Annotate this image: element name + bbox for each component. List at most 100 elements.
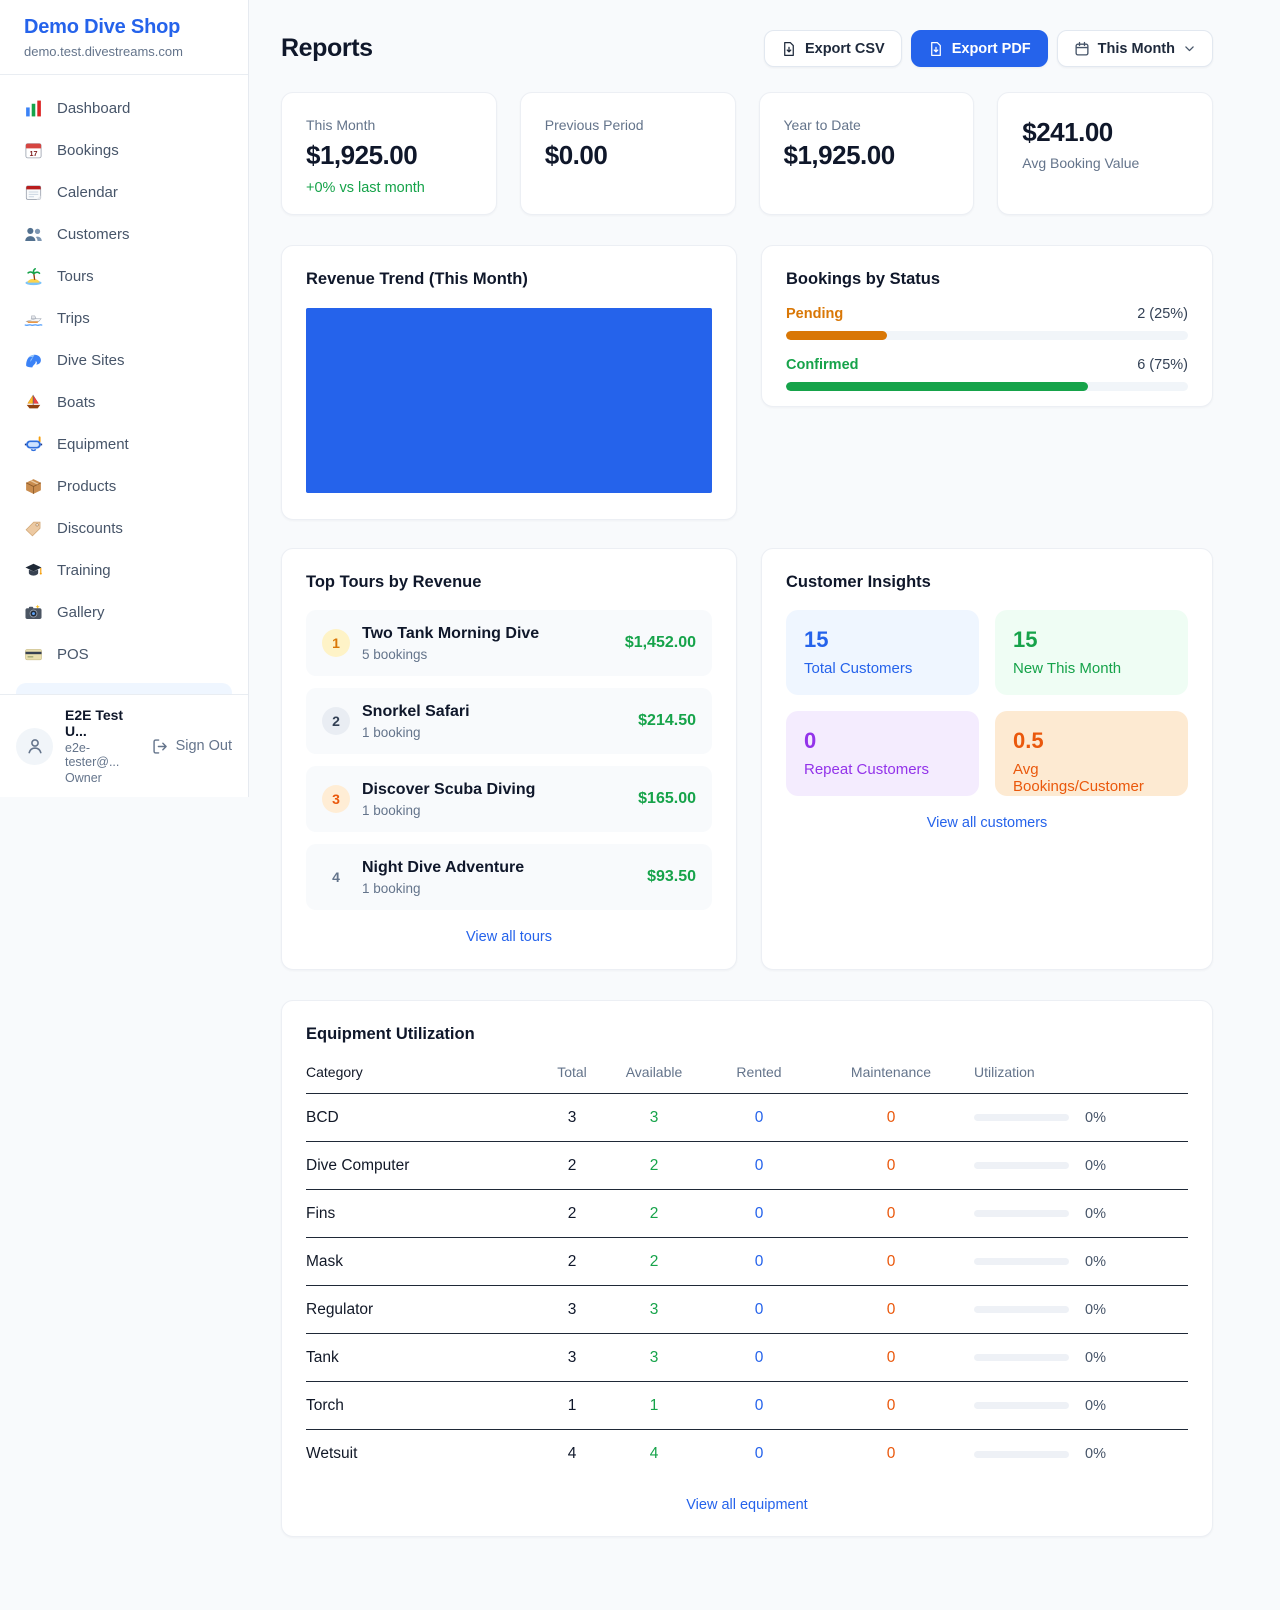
tour-bookings: 1 booking xyxy=(362,880,421,896)
equipment-available: 3 xyxy=(649,1300,659,1318)
status-value: 6 (75%) xyxy=(1137,357,1188,373)
status-bar-track xyxy=(786,331,1188,340)
stat-label: Avg Booking Value xyxy=(1022,155,1140,171)
equipment-maintenance: 0 xyxy=(886,1300,896,1318)
equipment-available: 2 xyxy=(649,1204,659,1222)
equipment-maintenance: 0 xyxy=(886,1156,896,1174)
equipment-rented: 0 xyxy=(754,1348,764,1366)
equipment-available: 2 xyxy=(649,1252,659,1270)
bookings-by-status-panel: Bookings by Status Pending 2 (25%) Confi… xyxy=(761,245,1213,407)
status-bar-fill xyxy=(786,331,887,340)
sidebar-item-label: Training xyxy=(57,561,111,579)
view-all-tours-link[interactable]: View all tours xyxy=(306,929,712,945)
sidebar-item-reports-active-partial[interactable] xyxy=(16,683,232,694)
header-actions: Export CSV Export PDF This Month xyxy=(763,30,1213,67)
equipment-available: 3 xyxy=(649,1108,659,1126)
utilization-text: 0% xyxy=(1085,1349,1106,1366)
utilization-text: 0% xyxy=(1085,1205,1106,1222)
sidebar-item-tours[interactable]: Tours xyxy=(8,256,240,296)
file-download-icon xyxy=(784,41,794,56)
table-row: Mask 2 2 0 0 0% xyxy=(306,1238,1188,1286)
equipment-total: 3 xyxy=(567,1348,577,1366)
rank-badge: 4 xyxy=(332,869,340,885)
view-all-equipment-link[interactable]: View all equipment xyxy=(306,1497,1188,1513)
utilization-text: 0% xyxy=(1085,1157,1106,1174)
column-header: Category xyxy=(306,1064,363,1080)
calendar-outline-icon xyxy=(1075,41,1089,56)
stat-label: This Month xyxy=(306,117,376,133)
sidebar-item-label: Boats xyxy=(57,393,96,411)
table-row: Fins 2 2 0 0 0% xyxy=(306,1190,1188,1238)
view-all-customers-link[interactable]: View all customers xyxy=(786,815,1188,831)
revenue-trend-chart xyxy=(306,308,712,493)
equipment-available: 4 xyxy=(649,1445,659,1462)
user-name: E2E Test U... xyxy=(65,707,124,739)
sidebar-item-bookings[interactable]: 17 Bookings xyxy=(8,130,240,170)
table-row: Tank 3 3 0 0 0% xyxy=(306,1334,1188,1382)
sign-out-label: Sign Out xyxy=(175,738,232,754)
sidebar-item-dashboard[interactable]: Dashboard xyxy=(8,88,240,128)
stat-card-previous-period: Previous Period $0.00 xyxy=(519,92,736,215)
calendar-icon xyxy=(24,183,43,202)
equipment-total: 2 xyxy=(567,1204,577,1222)
charts-row: Revenue Trend (This Month) Bookings by S… xyxy=(281,245,1213,520)
table-row: BCD 3 3 0 0 0% xyxy=(306,1094,1188,1142)
table-row: Dive Computer 2 2 0 0 0% xyxy=(306,1142,1188,1190)
sidebar-item-label: Dive Sites xyxy=(57,351,125,369)
period-selector[interactable]: This Month xyxy=(1056,30,1213,67)
tile-value: 0.5 xyxy=(1013,728,1044,753)
equipment-rented: 0 xyxy=(754,1300,764,1318)
sidebar-item-discounts[interactable]: Discounts xyxy=(8,508,240,548)
export-pdf-button[interactable]: Export PDF xyxy=(910,30,1048,67)
sidebar-item-dive-sites[interactable]: Dive Sites xyxy=(8,340,240,380)
credit-card-icon xyxy=(24,645,43,664)
speedboat-icon xyxy=(24,309,43,328)
stat-value: $1,925.00 xyxy=(306,140,418,170)
wave-icon xyxy=(24,351,43,370)
equipment-rented: 0 xyxy=(754,1396,764,1414)
insight-tile-new-this-month: 15 New This Month xyxy=(995,610,1188,695)
sign-out-button[interactable]: Sign Out xyxy=(152,738,232,755)
tour-row: 1 Two Tank Morning Dive 5 bookings $1,452… xyxy=(306,610,712,676)
sidebar-item-training[interactable]: Training xyxy=(8,550,240,590)
tour-revenue: $1,452.00 xyxy=(624,634,696,651)
sidebar-item-boats[interactable]: Boats xyxy=(8,382,240,422)
page-title: Reports xyxy=(281,34,373,62)
sidebar-item-trips[interactable]: Trips xyxy=(8,298,240,338)
insights-row: Top Tours by Revenue 1 Two Tank Morning … xyxy=(281,548,1213,970)
tour-row: 3 Discover Scuba Diving 1 booking $165.00 xyxy=(306,766,712,832)
stat-label: Year to Date xyxy=(783,117,861,133)
stat-value: $241.00 xyxy=(1022,117,1113,147)
user-email: e2e-tester@... xyxy=(65,741,120,769)
sidebar-item-gallery[interactable]: Gallery xyxy=(8,592,240,632)
customer-insights-panel: Customer Insights 15 Total Customers 15 … xyxy=(761,548,1213,970)
equipment-category: Fins xyxy=(306,1204,336,1222)
sidebar-item-label: Customers xyxy=(57,225,130,243)
sidebar-item-pos[interactable]: POS xyxy=(8,634,240,674)
tour-revenue: $165.00 xyxy=(638,790,696,807)
equipment-available: 3 xyxy=(649,1348,659,1366)
equipment-maintenance: 0 xyxy=(886,1348,896,1366)
top-tours-title: Top Tours by Revenue xyxy=(306,573,482,591)
tile-value: 15 xyxy=(1013,627,1038,652)
tour-bookings: 5 bookings xyxy=(362,646,428,662)
tile-label: Avg Bookings/Customer xyxy=(1013,761,1144,795)
equipment-maintenance: 0 xyxy=(886,1396,896,1414)
diving-mask-icon xyxy=(24,435,43,454)
sidebar-item-label: POS xyxy=(57,645,89,663)
equipment-total: 2 xyxy=(567,1252,577,1270)
revenue-trend-panel: Revenue Trend (This Month) xyxy=(281,245,737,520)
sidebar-item-calendar[interactable]: Calendar xyxy=(8,172,240,212)
sidebar-item-equipment[interactable]: Equipment xyxy=(8,424,240,464)
sidebar-item-label: Calendar xyxy=(57,183,118,201)
equipment-rented: 0 xyxy=(754,1204,764,1222)
stat-card-this-month: This Month $1,925.00 +0% vs last month xyxy=(281,92,497,215)
sidebar-item-label: Bookings xyxy=(57,141,119,159)
sidebar-item-customers[interactable]: Customers xyxy=(8,214,240,254)
shop-domain: demo.test.divestreams.com xyxy=(24,44,183,59)
sidebar-item-products[interactable]: Products xyxy=(8,466,240,506)
shop-name: Demo Dive Shop xyxy=(24,16,181,38)
equipment-table-header: Category Total Available Rented Maintena… xyxy=(306,1064,1188,1094)
export-csv-button[interactable]: Export CSV xyxy=(763,30,902,67)
equipment-total: 1 xyxy=(567,1396,577,1414)
